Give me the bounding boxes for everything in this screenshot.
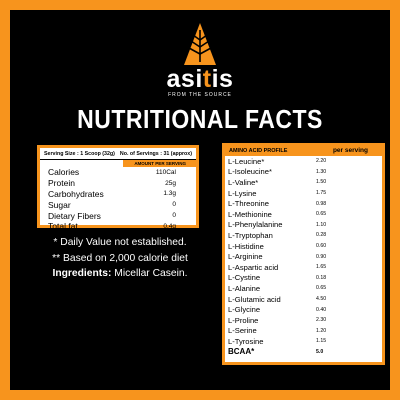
amino-name: L-Alanine [228, 283, 261, 293]
amino-total-name: BCAA* [228, 347, 255, 357]
nutrition-label: Dietary Fibers [48, 210, 101, 221]
amino-value: 1.65 [316, 264, 327, 271]
amino-name: L-Isoleucine* [228, 167, 272, 177]
amino-name: L-Glycine [228, 305, 261, 315]
amino-name: L-Threonine [228, 199, 269, 209]
nutrition-value: 25g [165, 179, 176, 187]
nutrition-label: Total fat [48, 221, 78, 232]
nutrition-label: Protein [48, 178, 75, 189]
amino-name: L-Proline [228, 315, 259, 325]
amino-row: L-Histidine 0.60 [225, 241, 382, 252]
amino-row: L-Tryptophan 0.28 [225, 230, 382, 241]
amount-per-serving-header: AMOUNT PER SERVING [123, 160, 196, 167]
amino-row: L-Valine* 1.50 [225, 177, 382, 188]
product-label-panel: asitis FROM THE SOURCE NUTRITIONAL FACTS… [10, 10, 390, 390]
amino-value: 1.30 [316, 168, 327, 175]
amino-value: 0.40 [316, 306, 327, 313]
amino-row: L-Lysine 1.75 [225, 188, 382, 199]
amino-row: L-Glutamic acid 4.50 [225, 294, 382, 305]
amino-header-label: AMINO ACID PROFILE [229, 147, 288, 154]
amino-name: L-Phenylalanine [228, 220, 283, 230]
nutrition-serving-info: Serving Size : 1 Scoop (32g) No. of Serv… [40, 148, 196, 160]
amino-value: 2.30 [316, 317, 327, 324]
amino-value: 0.18 [316, 274, 327, 281]
amino-name: L-Methionine [228, 209, 272, 219]
amino-value: 0.28 [316, 232, 327, 239]
amino-row: L-Serine 1.20 [225, 326, 382, 337]
amino-value: 1.20 [316, 327, 327, 334]
nutrition-value: 0 [172, 212, 176, 220]
amino-name: L-Tyrosine [228, 336, 264, 346]
nutrition-value: 0 [172, 201, 176, 209]
amino-total-row: BCAA* 5.0 [225, 347, 382, 358]
nutrition-rows: Calories 110Cal Protein 25g Carbohydrates 1.3… [40, 167, 196, 232]
amino-table-header: AMINO ACID PROFILE per serving [225, 146, 382, 156]
footnotes: * Daily Value not established. ** Based … [30, 235, 210, 282]
amino-value: 0.65 [316, 211, 327, 218]
amino-name: L-Arginine [228, 252, 263, 262]
amino-name: L-Histidine [228, 241, 264, 251]
amino-value: 0.98 [316, 200, 327, 207]
amino-name: L-Tryptophan [228, 230, 273, 240]
amino-name: L-Aspartic acid [228, 262, 279, 272]
amino-total-value: 5.0 [316, 348, 324, 355]
amino-name: L-Lysine [228, 188, 257, 198]
brand-tagline: FROM THE SOURCE [168, 92, 232, 98]
nutrition-value: 1.3g [163, 190, 176, 198]
amino-value: 1.15 [316, 338, 327, 345]
amino-name: L-Valine* [228, 177, 259, 187]
serving-size: Serving Size : 1 Scoop (32g) [44, 151, 115, 157]
nutrition-row: Total fat 0.4g [40, 221, 196, 232]
nutrition-label: Carbohydrates [48, 188, 104, 199]
amino-value: 4.50 [316, 296, 327, 303]
amino-value: 1.10 [316, 221, 327, 228]
footnote-daily-value: * Daily Value not established. [53, 237, 187, 248]
amino-row: L-Glycine 0.40 [225, 304, 382, 315]
nutrition-label: Sugar [48, 199, 71, 210]
page-title: NUTRITIONAL FACTS [77, 104, 323, 134]
amino-value: 1.50 [316, 179, 327, 186]
amino-row: L-Threonine 0.98 [225, 198, 382, 209]
footnote-calorie-diet: ** Based on 2,000 calorie diet [52, 252, 188, 264]
amino-row: L-Aspartic acid 1.65 [225, 262, 382, 273]
brand-name: asitis [166, 65, 234, 93]
amino-name: L-Glutamic acid [228, 294, 281, 304]
amino-name: L-Cystine [228, 273, 261, 283]
amino-value: 2.20 [316, 158, 327, 165]
amino-row: L-Alanine 0.65 [225, 283, 382, 294]
amino-row: L-Tyrosine 1.15 [225, 336, 382, 347]
amino-row: L-Phenylalanine 1.10 [225, 220, 382, 231]
amino-row: L-Leucine* 2.20 [225, 156, 382, 167]
amino-row: L-Cystine 0.18 [225, 273, 382, 284]
ingredients-value: Micellar Casein. [111, 268, 188, 279]
amino-header-value: per serving [332, 147, 368, 154]
amino-value: 0.60 [316, 243, 327, 250]
amino-value: 0.65 [316, 285, 327, 292]
amino-row: L-Proline 2.30 [225, 315, 382, 326]
nutrition-table: Serving Size : 1 Scoop (32g) No. of Serv… [37, 145, 199, 231]
leaf-triangle-icon [184, 23, 216, 65]
amino-name: L-Serine [228, 326, 257, 336]
amino-row: L-Isoleucine* 1.30 [225, 167, 382, 178]
amino-rows: L-Leucine* 2.20 L-Isoleucine* 1.30 L-Valine*… [225, 156, 382, 347]
amino-name: L-Leucine* [228, 156, 265, 166]
servings-count: No. of Servings : 31 (approx) [119, 151, 192, 157]
ingredients: Ingredients: Micellar Casein. [30, 266, 210, 282]
amino-value: 1.75 [316, 190, 327, 197]
amino-row: L-Methionine 0.65 [225, 209, 382, 220]
nutrition-value: 0.4g [163, 222, 176, 230]
nutrition-row: Dietary Fibers 0 [40, 210, 196, 221]
amino-row: L-Arginine 0.90 [225, 251, 382, 262]
nutrition-row: Protein 25g [40, 178, 196, 189]
nutrition-label: Calories [48, 167, 80, 178]
nutrition-row: Carbohydrates 1.3g [40, 189, 196, 200]
nutrition-row: Sugar 0 [40, 199, 196, 210]
ingredients-label: Ingredients: [52, 268, 112, 279]
amino-acid-table: AMINO ACID PROFILE per serving L-Leucine… [222, 143, 385, 365]
nutrition-value: 110Cal [155, 168, 176, 176]
nutrition-row: Calories 110Cal [40, 167, 196, 178]
amino-value: 0.90 [316, 253, 327, 260]
